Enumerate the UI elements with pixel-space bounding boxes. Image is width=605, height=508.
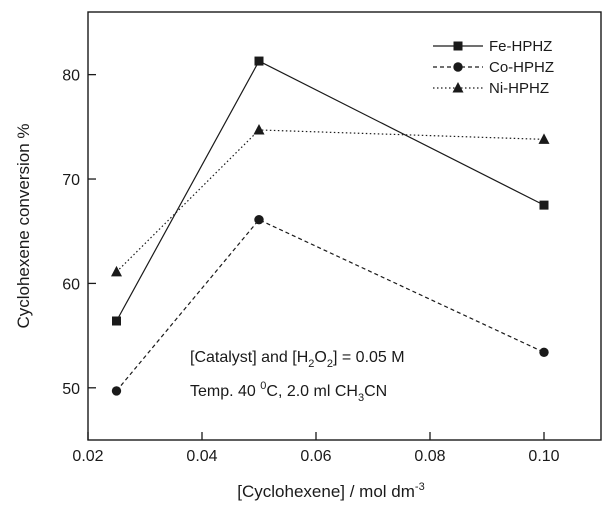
- plot-frame: [87, 11, 602, 441]
- y-tick-label-0: 50: [62, 381, 80, 398]
- legend: Fe-HPHZ Co-HPHZ Ni-HPHZ: [433, 38, 554, 97]
- legend-marker-1: [453, 62, 463, 72]
- plot-frame-group: [87, 11, 602, 441]
- x-tick-label-0: 0.02: [72, 448, 103, 465]
- x-axis-label-sup: -3: [415, 481, 425, 493]
- x-axis-label: [Cyclohexene] / mol dm-3: [237, 481, 424, 501]
- series-line-fe-hphz: [115, 60, 545, 322]
- series-layer: [111, 56, 550, 396]
- point-co-hphz-2: [539, 347, 549, 358]
- annotation-line2-part-1: 0: [260, 380, 266, 392]
- x-tick-label-1: 0.04: [186, 448, 217, 465]
- series-fe-hphz: [112, 56, 549, 326]
- point-fe-hphz-0: [112, 316, 121, 326]
- annotation-line1-part-3: 2: [327, 358, 333, 370]
- point-ni-hphz-2: [538, 133, 550, 144]
- ticks: 0.02 0.04 0.06 0.08 0.10 50 60 70 80: [62, 68, 559, 465]
- legend-marker-2: [452, 82, 464, 93]
- annotation-line2-part-3: 3: [358, 392, 364, 404]
- point-fe-hphz-2: [539, 200, 549, 210]
- point-ni-hphz-1: [253, 123, 265, 135]
- series-co-hphz: [111, 215, 549, 396]
- annotation-line1-part-4: ] = 0.05 M: [333, 349, 405, 366]
- point-co-hphz-1: [254, 215, 264, 225]
- annotation-line2-part-0: Temp. 40: [190, 383, 260, 400]
- annotation-line2: Temp. 40 0C, 2.0 ml CH3CN: [190, 380, 387, 404]
- x-axis-label-main: [Cyclohexene] / mol dm: [237, 482, 415, 501]
- series-line-ni-hphz: [116, 129, 545, 273]
- annotation-line1-part-2: O: [314, 349, 326, 366]
- legend-marker-0: [453, 41, 463, 51]
- point-fe-hphz-1: [254, 56, 264, 66]
- y-tick-label-1: 60: [62, 276, 80, 293]
- y-tick-label-3: 80: [62, 68, 80, 85]
- series-ni-hphz: [111, 123, 550, 277]
- y-tick-label-2: 70: [62, 172, 80, 189]
- point-ni-hphz-0: [111, 265, 122, 277]
- legend-label-2: Ni-HPHZ: [489, 80, 549, 97]
- x-tick-label-3: 0.08: [414, 448, 445, 465]
- annotation-line1-part-1: 2: [308, 358, 314, 370]
- annotation-line2-part-2: C, 2.0 ml CH: [266, 383, 358, 400]
- legend-label-0: Fe-HPHZ: [489, 38, 552, 55]
- annotation-line1: [Catalyst] and [H2O2] = 0.05 M: [190, 349, 405, 370]
- point-co-hphz-0: [111, 386, 122, 396]
- x-tick-label-4: 0.10: [528, 448, 559, 465]
- annotation-line1-part-0: [Catalyst] and [H: [190, 349, 308, 366]
- annotation-line2-part-4: CN: [364, 383, 387, 400]
- y-axis-label: Cyclohexene conversion %: [14, 123, 33, 328]
- legend-label-1: Co-HPHZ: [489, 59, 554, 76]
- x-tick-label-2: 0.06: [300, 448, 331, 465]
